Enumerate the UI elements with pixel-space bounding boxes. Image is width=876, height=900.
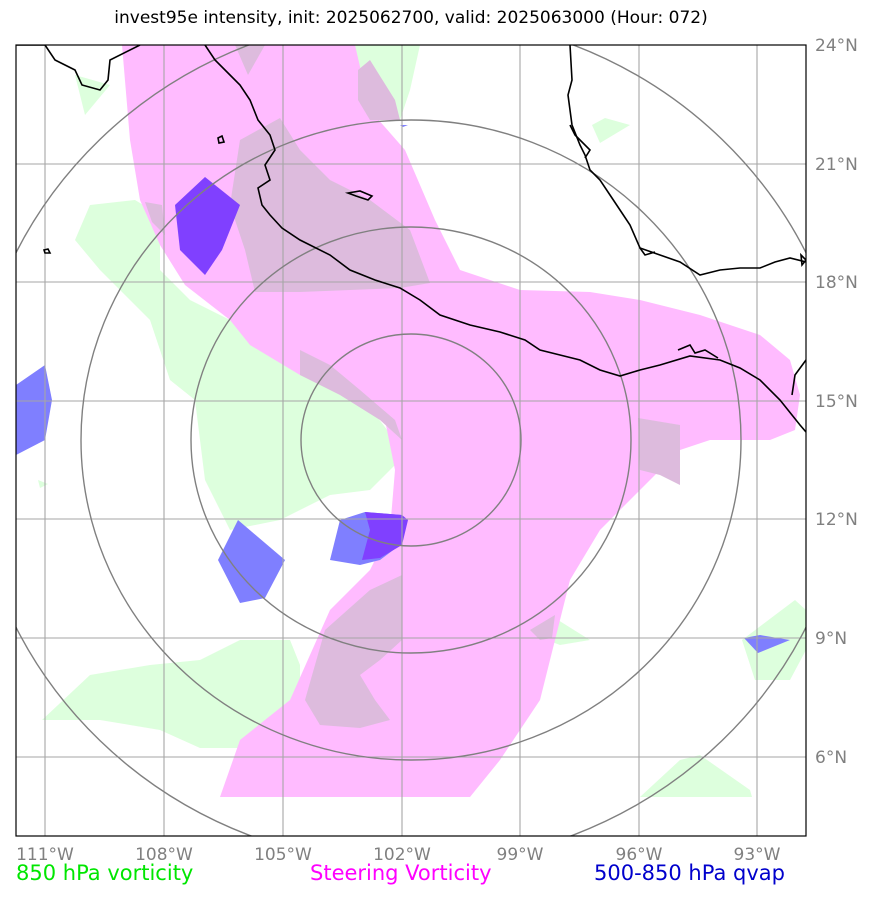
lon-tick-label: 99°W: [497, 845, 544, 865]
lon-tick-label: 102°W: [373, 845, 431, 865]
lagoon-outline: [639, 247, 656, 256]
lat-tick-label: 12°N: [815, 510, 858, 530]
vorticity-850-patch: [592, 118, 630, 143]
map-frame: [15, 44, 807, 837]
qvap-patch: [744, 635, 790, 653]
lat-tick-label: 9°N: [815, 629, 847, 649]
range-ring: [80, 119, 742, 761]
east-coastline: [791, 359, 806, 396]
qvap-patch: [400, 125, 408, 127]
overlap-patch: [530, 615, 555, 640]
legend-qvap: 500-850 hPa qvap: [594, 861, 785, 885]
overlap-patch: [305, 575, 402, 728]
lon-tick-label: 111°W: [16, 845, 74, 865]
qvap-patch: [16, 365, 52, 455]
lat-tick-label: 18°N: [815, 273, 858, 293]
map-area: [16, 45, 806, 836]
vorticity-850-patch: [640, 755, 752, 797]
coastlines: [16, 45, 806, 433]
range-ring: [300, 333, 522, 547]
lon-tick-label: 93°W: [734, 845, 781, 865]
map-title: invest95e intensity, init: 2025062700, v…: [114, 8, 708, 28]
legend-vorticity-850: 850 hPa vorticity: [16, 861, 194, 885]
overlap-patch: [230, 118, 430, 292]
overlap-patch: [235, 45, 265, 75]
gulf-coastline: [567, 45, 806, 276]
legend-steering-vorticity: Steering Vorticity: [310, 861, 492, 885]
overlap-patch: [145, 202, 165, 235]
lat-tick-labels: 24°N 21°N 18°N 15°N 12°N 9°N 6°N: [815, 36, 858, 768]
gridlines: [16, 45, 806, 836]
range-ring: [190, 226, 632, 654]
overlap-patch: [638, 418, 680, 485]
island-outline: [799, 252, 806, 268]
lagoon-outline: [677, 344, 719, 359]
island-outline: [42, 248, 52, 254]
mexico-pacific-coastline: [16, 45, 806, 433]
yucatan-coastline: [569, 124, 592, 159]
lon-tick-labels: 111°W 108°W 105°W 102°W 99°W 96°W 93°W: [16, 845, 781, 865]
lat-tick-label: 15°N: [815, 392, 858, 412]
lat-tick-label: 24°N: [815, 36, 858, 56]
vorticity-850-patch: [38, 480, 48, 488]
lat-tick-label: 6°N: [815, 748, 847, 768]
lat-tick-label: 21°N: [815, 155, 858, 175]
island-outline: [344, 190, 374, 201]
qvap-overlap-patch: [362, 512, 408, 560]
lon-tick-label: 96°W: [616, 845, 663, 865]
vorticity-850-patch: [42, 640, 300, 748]
range-rings: [16, 45, 806, 836]
overlap-patch: [358, 60, 400, 120]
qvap-patch: [218, 520, 285, 603]
island-outline: [217, 134, 226, 144]
lon-tick-label: 108°W: [135, 845, 193, 865]
lon-tick-label: 105°W: [254, 845, 312, 865]
overlap-layer: [145, 45, 680, 728]
